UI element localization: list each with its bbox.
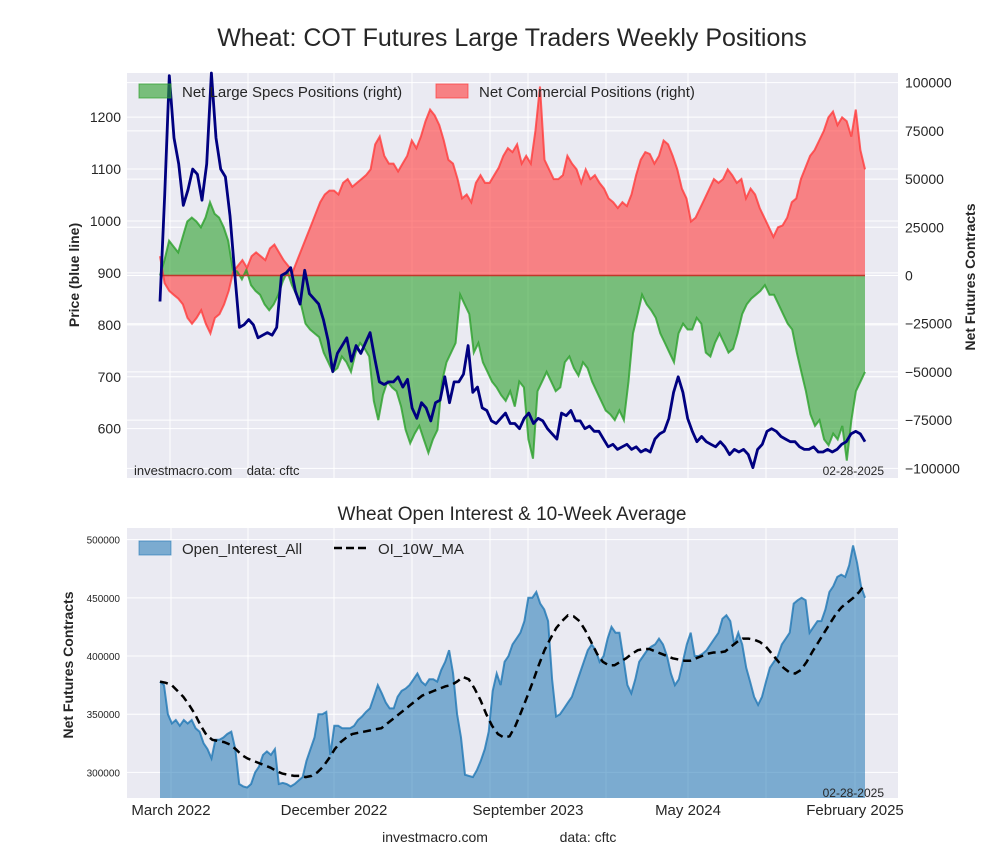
- bottom-x-tick-label: December 2022: [281, 802, 388, 819]
- top-right-tick-label: −50000: [905, 364, 952, 380]
- commercial-area: [160, 86, 865, 334]
- price-line: [158, 71, 867, 469]
- top-left-tick-label: 1000: [90, 213, 121, 229]
- top-date-label: 02-28-2025: [823, 464, 885, 478]
- top-right-tick-label: 50000: [905, 171, 944, 187]
- top-right-tick-label: −75000: [905, 412, 952, 428]
- bottom-x-axis-ticks: March 2022 December 2022 September 2023 May…: [131, 802, 903, 819]
- commercial-line: [159, 86, 866, 337]
- top-left-tick-label: 900: [98, 265, 122, 281]
- footer-site: investmacro.com: [382, 829, 488, 845]
- bottom-title: Wheat Open Interest & 10-Week Average: [338, 504, 687, 525]
- bottom-y-tick-label: 350000: [87, 710, 121, 721]
- open-interest-line: [159, 545, 866, 789]
- top-right-tick-label: 25000: [905, 219, 944, 235]
- bottom-date-label: 02-28-2025: [823, 786, 885, 800]
- legend-label-specs: Net Large Specs Positions (right): [182, 84, 402, 101]
- top-source-label: investmacro.com data: cftc: [134, 463, 300, 478]
- bottom-areas: [159, 545, 867, 798]
- bottom-plot: 300000 350000 400000 450000 500000 March 202…: [60, 528, 904, 819]
- bottom-y-tick-label: 300000: [87, 768, 121, 779]
- legend-swatch-open-interest: [138, 540, 172, 556]
- top-right-tick-label: 0: [905, 268, 913, 284]
- legend-swatch-commercial: [435, 83, 469, 99]
- specs-line: [159, 199, 866, 461]
- top-left-tick-label: 600: [98, 421, 122, 437]
- top-legend: Net Large Specs Positions (right) Net Co…: [138, 83, 695, 101]
- legend-label-ma: OI_10W_MA: [378, 541, 464, 558]
- top-left-axis-ticks: 600 700 800 900 1000 1100 1200: [90, 109, 121, 437]
- legend-label-commercial: Net Commercial Positions (right): [479, 84, 695, 101]
- top-areas: [159, 86, 866, 461]
- legend-swatch-specs: [138, 83, 172, 99]
- bottom-y-tick-label: 400000: [87, 652, 121, 663]
- bottom-x-tick-label: May 2024: [655, 802, 721, 819]
- top-left-tick-label: 1200: [90, 109, 121, 125]
- legend-label-open-interest: Open_Interest_All: [182, 541, 302, 558]
- top-right-tick-label: 75000: [905, 123, 944, 139]
- oi-10w-ma-line: [159, 583, 867, 779]
- bottom-y-tick-label: 450000: [87, 594, 121, 605]
- footer-data: data: cftc: [560, 829, 617, 845]
- top-left-axis-label: Price (blue line): [66, 223, 82, 327]
- bottom-y-tick-label: 500000: [87, 536, 121, 547]
- bottom-legend: Open_Interest_All OI_10W_MA: [138, 540, 464, 558]
- bottom-y-axis-ticks: 300000 350000 400000 450000 500000: [87, 536, 121, 780]
- top-plot: 600 700 800 900 1000 1100 1200 −100000 −75000 −5…: [66, 71, 978, 478]
- main-title: Wheat: COT Futures Large Traders Weekly …: [217, 24, 807, 52]
- bottom-x-tick-label: February 2025: [806, 802, 904, 819]
- top-price-line: [158, 71, 867, 469]
- top-right-tick-label: −25000: [905, 316, 952, 332]
- top-left-tick-label: 1100: [91, 161, 121, 177]
- top-right-tick-label: 100000: [905, 75, 952, 91]
- bottom-x-tick-label: March 2022: [131, 802, 210, 819]
- specs-area: [160, 202, 865, 461]
- top-right-axis-ticks: −100000 −75000 −50000 −25000 0 25000 50000 7500…: [905, 75, 960, 477]
- top-right-axis-label: Net Futures Contracts: [962, 203, 978, 350]
- bottom-x-tick-label: September 2023: [473, 802, 584, 819]
- top-left-tick-label: 700: [98, 369, 122, 385]
- top-left-tick-label: 800: [98, 317, 122, 333]
- bottom-y-axis-label: Net Futures Contracts: [60, 591, 76, 738]
- open-interest-area: [160, 545, 865, 798]
- top-right-tick-label: −100000: [905, 460, 960, 476]
